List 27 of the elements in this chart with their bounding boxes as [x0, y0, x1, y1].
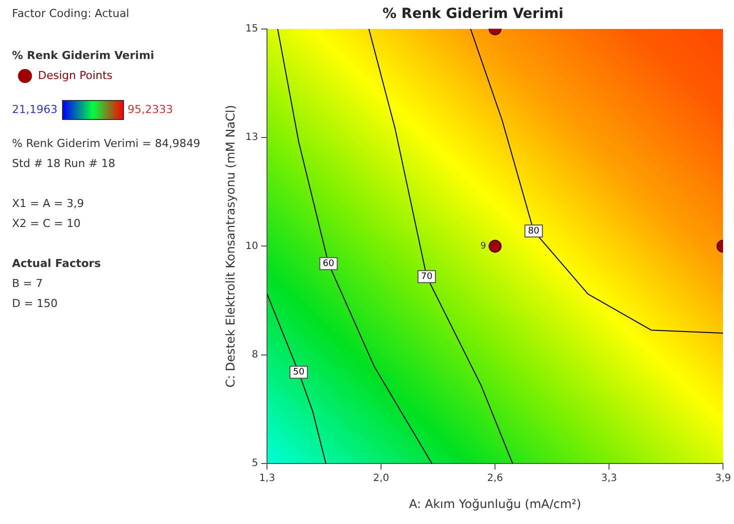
text: 95,2333 [128, 103, 173, 116]
point [488, 240, 502, 253]
legend-title: % Renk Giderim Verimi [12, 48, 156, 64]
y-axis-title: C: Destek Elektrolit Konsantrasyonu (mM NaCl) [223, 104, 238, 388]
x-tick-label: 3,3 [601, 473, 618, 484]
text: D = 150 [12, 297, 58, 310]
y-tick-label: 10 [245, 240, 258, 252]
x-tick-label: 3,9 [715, 473, 731, 484]
y-tick-label: 5 [252, 458, 258, 470]
annotation: 9 [480, 242, 486, 252]
text: % Renk Giderim Verimi = 84,9849 [12, 137, 200, 150]
text: X1 = A = 3,9 [12, 197, 84, 210]
y-tick-label: 8 [252, 349, 258, 360]
text: Factor Coding: Actual [12, 6, 130, 22]
x-tick-label: 2,6 [487, 473, 504, 484]
text: 21,1963 [12, 103, 58, 116]
x-axis-title: A: Akım Yoğunluğu (mA/cm²) [409, 496, 582, 511]
chart-title: % Renk Giderim Verimi [382, 6, 564, 22]
text: Actual Factors [12, 257, 101, 270]
legend-label: Design Points [37, 68, 114, 84]
text: B = 7 [12, 277, 43, 290]
x-tick-label: 2,0 [373, 473, 390, 484]
x-tick-label: 1,3 [259, 473, 276, 484]
text: X2 = C = 10 [12, 217, 81, 230]
text: Std # 18 Run # 18 [12, 157, 116, 170]
y-tick-label: 15 [245, 23, 258, 34]
y-tick-label: 13 [245, 132, 258, 144]
